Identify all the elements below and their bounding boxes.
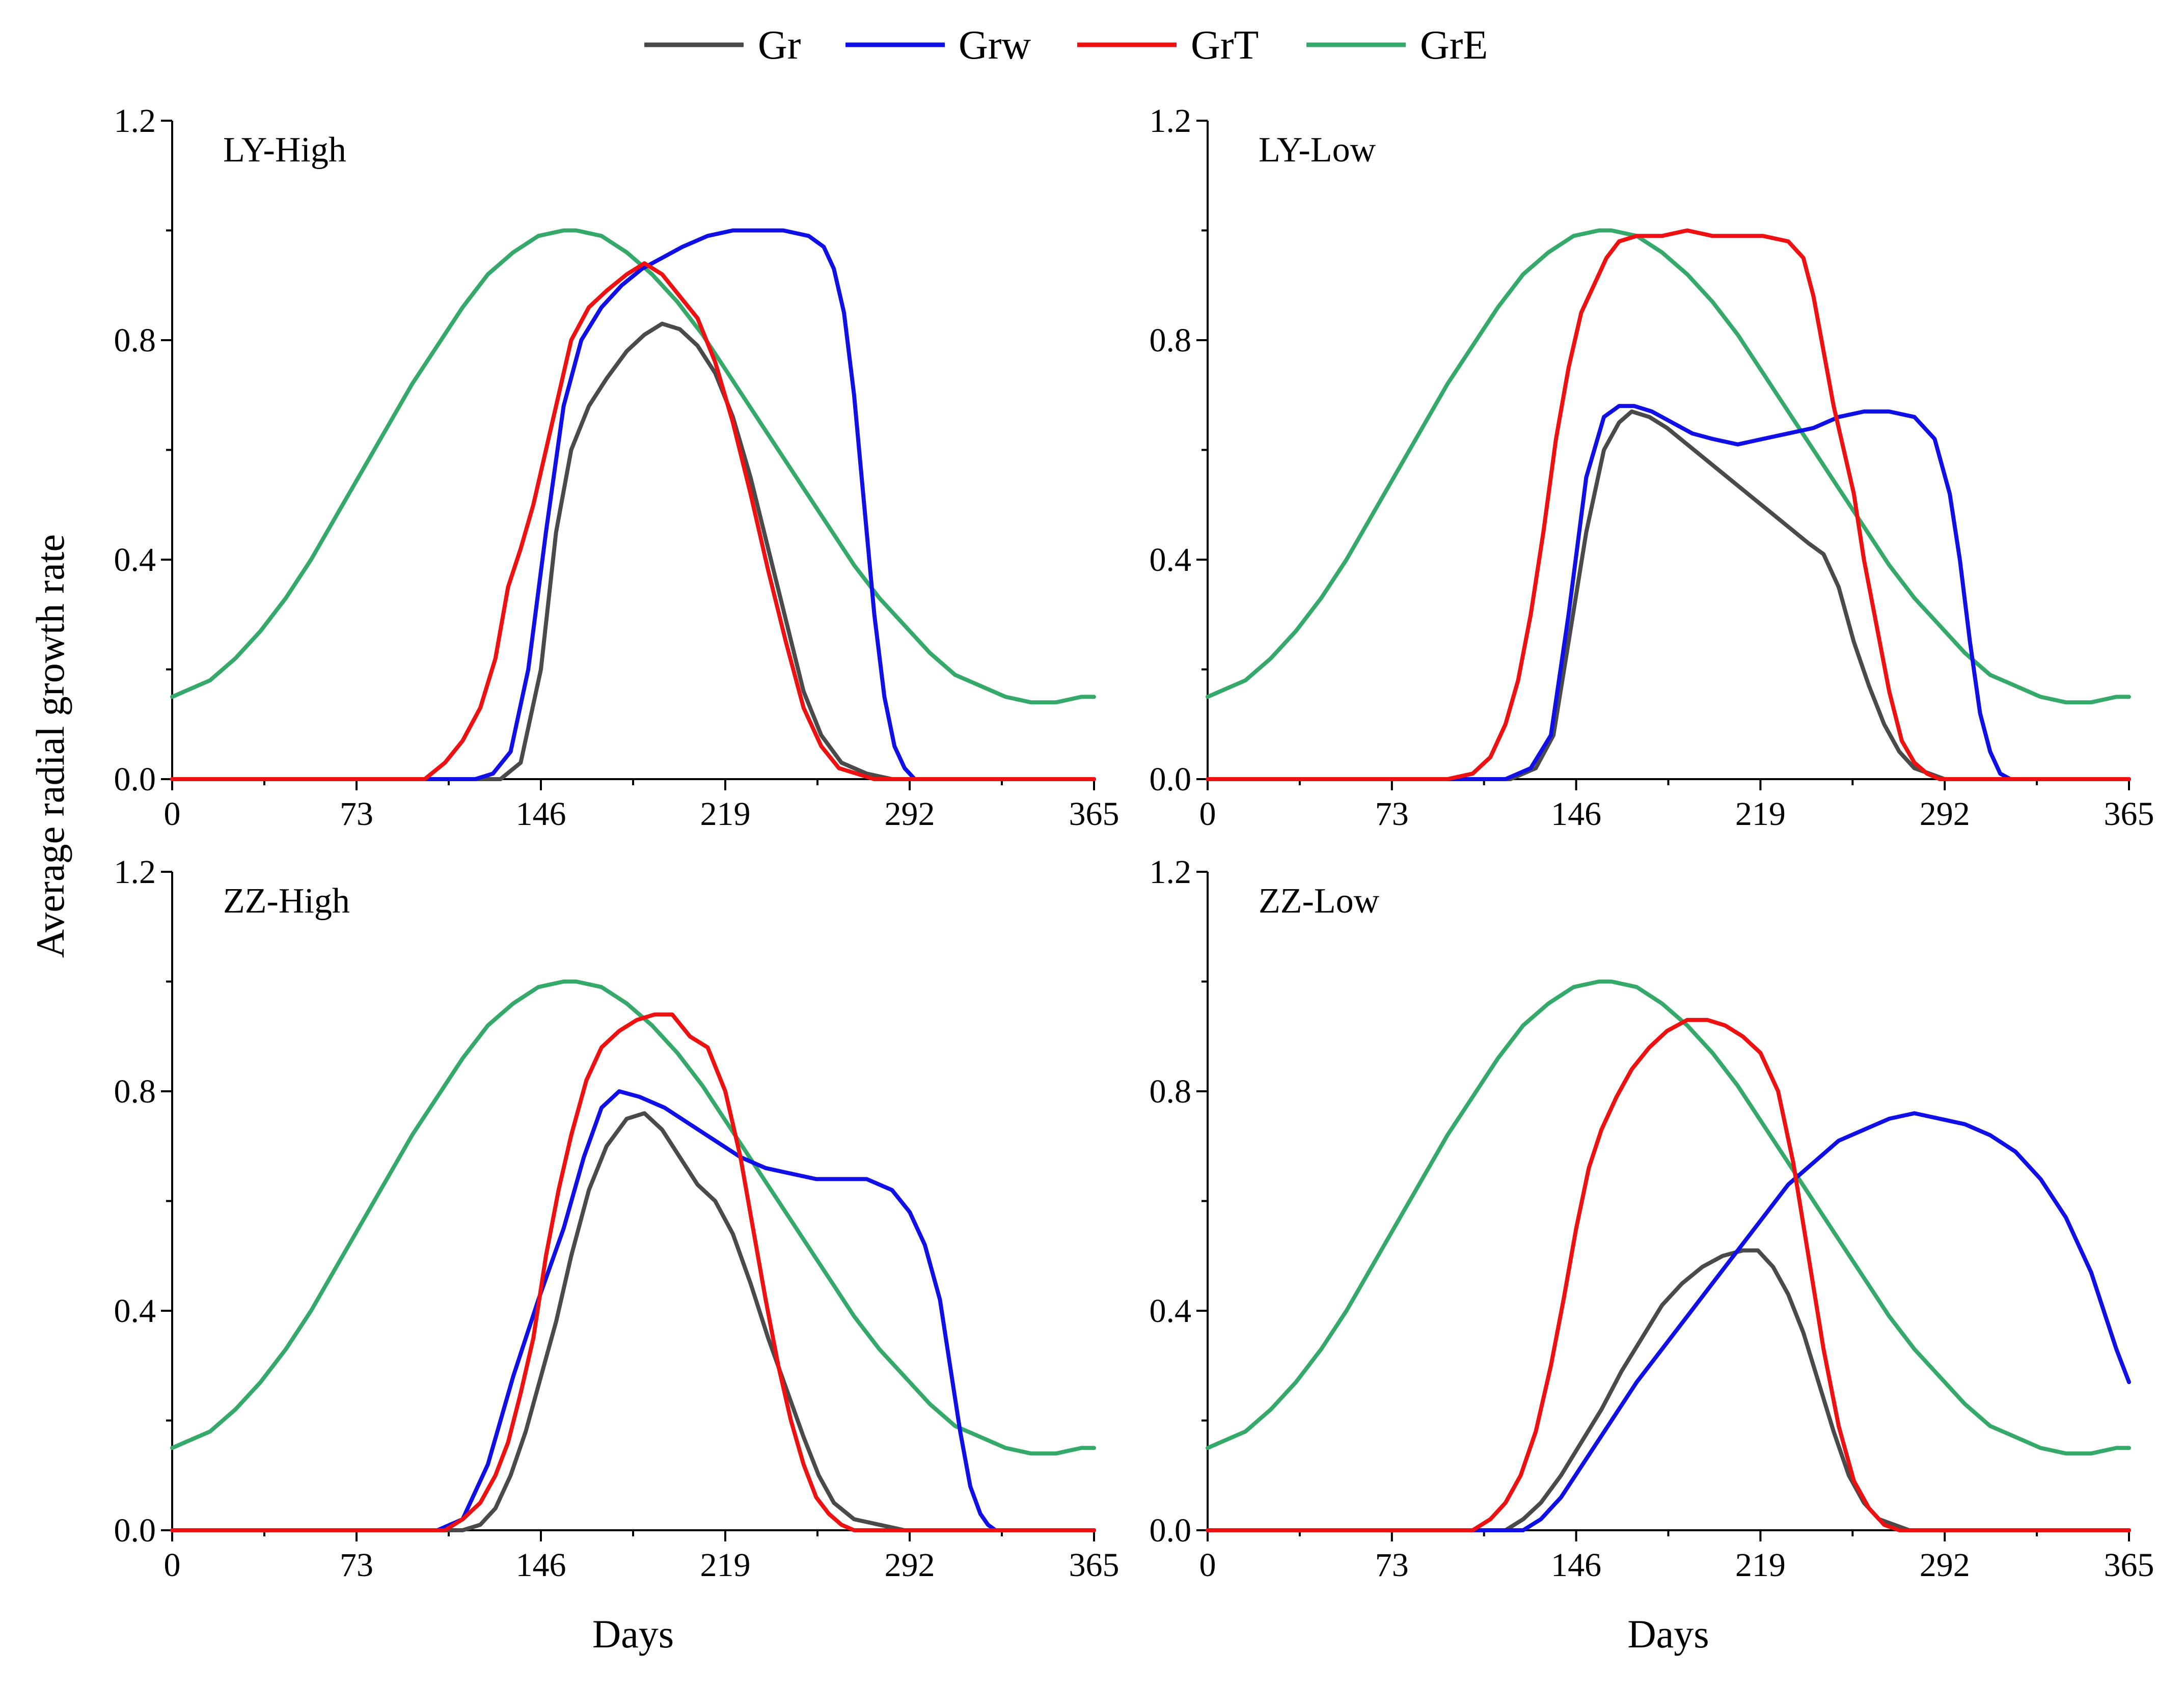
legend-label-gr: Gr (758, 23, 801, 68)
x-tick-label: 365 (2104, 795, 2154, 833)
panel-zz-low: 0.0 0.4 0.8 1.2 0 73 146 219 292 365 ZZ-Low Days (1150, 853, 2154, 1656)
y-tick-label: 0.8 (114, 1073, 156, 1110)
y-tick-label: 0.0 (114, 1512, 156, 1549)
y-tick-label: 1.2 (114, 102, 156, 140)
x-tick-label: 146 (1551, 795, 1601, 833)
x-tick-label: 73 (340, 795, 373, 833)
x-axis-title: Days (1627, 1612, 1709, 1656)
x-tick-label: 292 (1920, 1547, 1970, 1584)
x-tick-label: 0 (1199, 1547, 1216, 1584)
y-tick-label: 0.0 (114, 761, 156, 798)
legend-label-gre: GrE (1420, 23, 1488, 68)
series-line-grt (1206, 228, 2131, 781)
series-line-grt (170, 261, 1096, 781)
y-tick-label: 0.4 (1150, 1292, 1192, 1330)
panel-ly-low: 0.0 0.4 0.8 1.2 0 73 146 219 292 365 LY-Low (1150, 102, 2154, 833)
y-tick-label: 0.8 (114, 322, 156, 359)
panel-title: LY-Low (1259, 130, 1376, 170)
x-tick-label: 219 (1735, 1547, 1786, 1584)
legend: Gr Grw GrT GrE (644, 23, 1488, 68)
x-tick-label: 292 (1920, 795, 1970, 833)
legend-label-grt: GrT (1191, 23, 1259, 68)
x-tick-label: 0 (164, 795, 181, 833)
x-tick-label: 292 (885, 1547, 935, 1584)
panels: 0.00.40.81.20 73 146 219 292 365LY-High0.00.4… (114, 102, 2154, 1656)
series-line-gr (170, 1111, 1096, 1532)
panel-zz-high: 0.0 0.4 0.8 1.2 0 73 146 219 292 365 ZZ-High Days (114, 853, 1120, 1656)
series-line-grt (170, 1012, 1096, 1532)
legend-label-grw: Grw (959, 23, 1031, 68)
series-line-gre (1206, 979, 2131, 1456)
series-line-gr (1206, 409, 2131, 781)
x-tick-label: 365 (2104, 1547, 2154, 1584)
y-axis-title: Average radial growth rate (28, 534, 72, 958)
y-tick-label: 1.2 (1150, 853, 1192, 891)
y-tick-label: 0.0 (1150, 761, 1192, 798)
y-tick-label: 0.8 (1150, 1073, 1192, 1110)
series-line-gre (170, 228, 1096, 705)
series-line-gr (170, 321, 1096, 781)
y-tick-label: 0.4 (114, 541, 156, 578)
x-tick-label: 73 (1375, 1547, 1409, 1584)
y-tick-label: 0.0 (1150, 1512, 1192, 1549)
y-tick-label: 0.4 (1150, 541, 1192, 578)
x-tick-label: 292 (885, 795, 935, 833)
x-tick-label: 0 (164, 1547, 181, 1584)
series-line-grw (1206, 404, 2131, 781)
panel-title: ZZ-High (223, 881, 350, 921)
x-tick-label: 146 (516, 795, 566, 833)
x-tick-label: 365 (1069, 795, 1120, 833)
series-line-grw (1206, 1111, 2131, 1532)
series-line-grw (170, 228, 1096, 781)
x-tick-label: 73 (340, 1547, 373, 1584)
panel-title: LY-High (223, 130, 346, 170)
series-line-gre (1206, 228, 2131, 705)
x-tick-label: 219 (700, 1547, 751, 1584)
y-tick-label: 0.8 (1150, 322, 1192, 359)
panel-title: ZZ-Low (1259, 881, 1380, 921)
x-tick-label: 365 (1069, 1547, 1120, 1584)
x-tick-label: 219 (1735, 795, 1786, 833)
x-tick-label: 146 (516, 1547, 566, 1584)
panel-ly-high: 0.0 0.4 0.8 1.2 0 73 146 219 292 365 LY-High (114, 102, 1120, 833)
x-tick-label: 0 (1199, 795, 1216, 833)
y-tick-label: 1.2 (114, 853, 156, 891)
y-tick-label: 1.2 (1150, 102, 1192, 140)
x-tick-label: 219 (700, 795, 751, 833)
x-axis-title: Days (592, 1612, 674, 1656)
y-tick-label: 0.4 (114, 1292, 156, 1330)
series-line-grt (1206, 1017, 2131, 1532)
x-tick-label: 73 (1375, 795, 1409, 833)
x-tick-label: 146 (1551, 1547, 1601, 1584)
series-line-gre (170, 979, 1096, 1456)
